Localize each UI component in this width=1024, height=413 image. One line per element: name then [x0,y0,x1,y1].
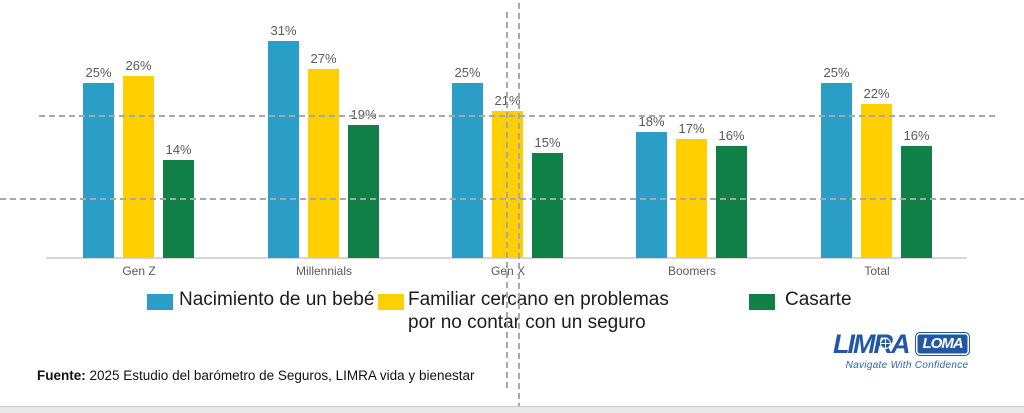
bar [348,125,379,258]
legend-label-nacimiento: Nacimiento de un bebé [179,289,375,310]
limra-text: LIMRA [833,329,910,359]
source-prefix: Fuente: [37,368,86,383]
legend-label-familiar-line1: Familiar cercano en problemas [408,289,669,310]
logo-row: LIMRA LOMA [833,329,981,359]
globe-icon [880,338,891,349]
source-text: 2025 Estudio del barómetro de Seguros, L… [85,368,475,383]
bar [308,69,339,258]
bar-value-label: 18% [638,114,665,129]
bar [268,41,299,258]
legend-label-familiar: Familiar cercano en problemas por no con… [408,288,669,334]
bar [676,139,707,258]
category-label: Boomers [667,264,717,278]
legend-swatch-nacimiento [147,294,173,310]
bar-value-label: 16% [903,128,930,143]
slide-bottom-edge [0,406,1024,413]
bar-value-label: 27% [310,51,337,66]
bar [636,132,667,258]
legend-label-casarte: Casarte [785,289,852,310]
bar-value-label: 31% [270,23,297,38]
category-label: Total [864,264,890,278]
bar [83,83,114,258]
bar-value-label: 25% [823,65,850,80]
bar [123,76,154,258]
bar-value-label: 25% [454,65,481,80]
bar [452,83,483,258]
bar [821,83,852,258]
logo-tagline: Navigate With Confidence [845,360,969,371]
legend-label-familiar-line2: por no contar con un seguro [408,312,646,333]
loma-badge: LOMA [915,332,970,356]
limra-wordmark: LIMRA [833,329,910,359]
bar-value-label: 26% [125,58,152,73]
bar-value-label: 17% [678,121,705,136]
bar [532,153,563,258]
bar [163,160,194,258]
category-label: Gen Z [122,264,156,278]
bar-value-label: 22% [863,86,890,101]
limra-loma-logo: LIMRA LOMA Navigate With Confidence [833,331,981,371]
legend-swatch-familiar [378,294,404,310]
bar [901,146,932,258]
bar-value-label: 16% [718,128,745,143]
bar [492,111,523,258]
bar [716,146,747,258]
bar [861,104,892,258]
bar-value-label: 14% [165,142,192,157]
bar-value-label: 19% [350,107,377,122]
legend-swatch-casarte [749,294,775,310]
source-note: Fuente: 2025 Estudio del barómetro de Se… [37,368,474,383]
category-label: Gen X [490,264,526,278]
bar-value-label: 15% [534,135,561,150]
category-label: Millennials [295,264,353,278]
bar-value-label: 25% [85,65,112,80]
bar-value-label: 21% [494,93,521,108]
